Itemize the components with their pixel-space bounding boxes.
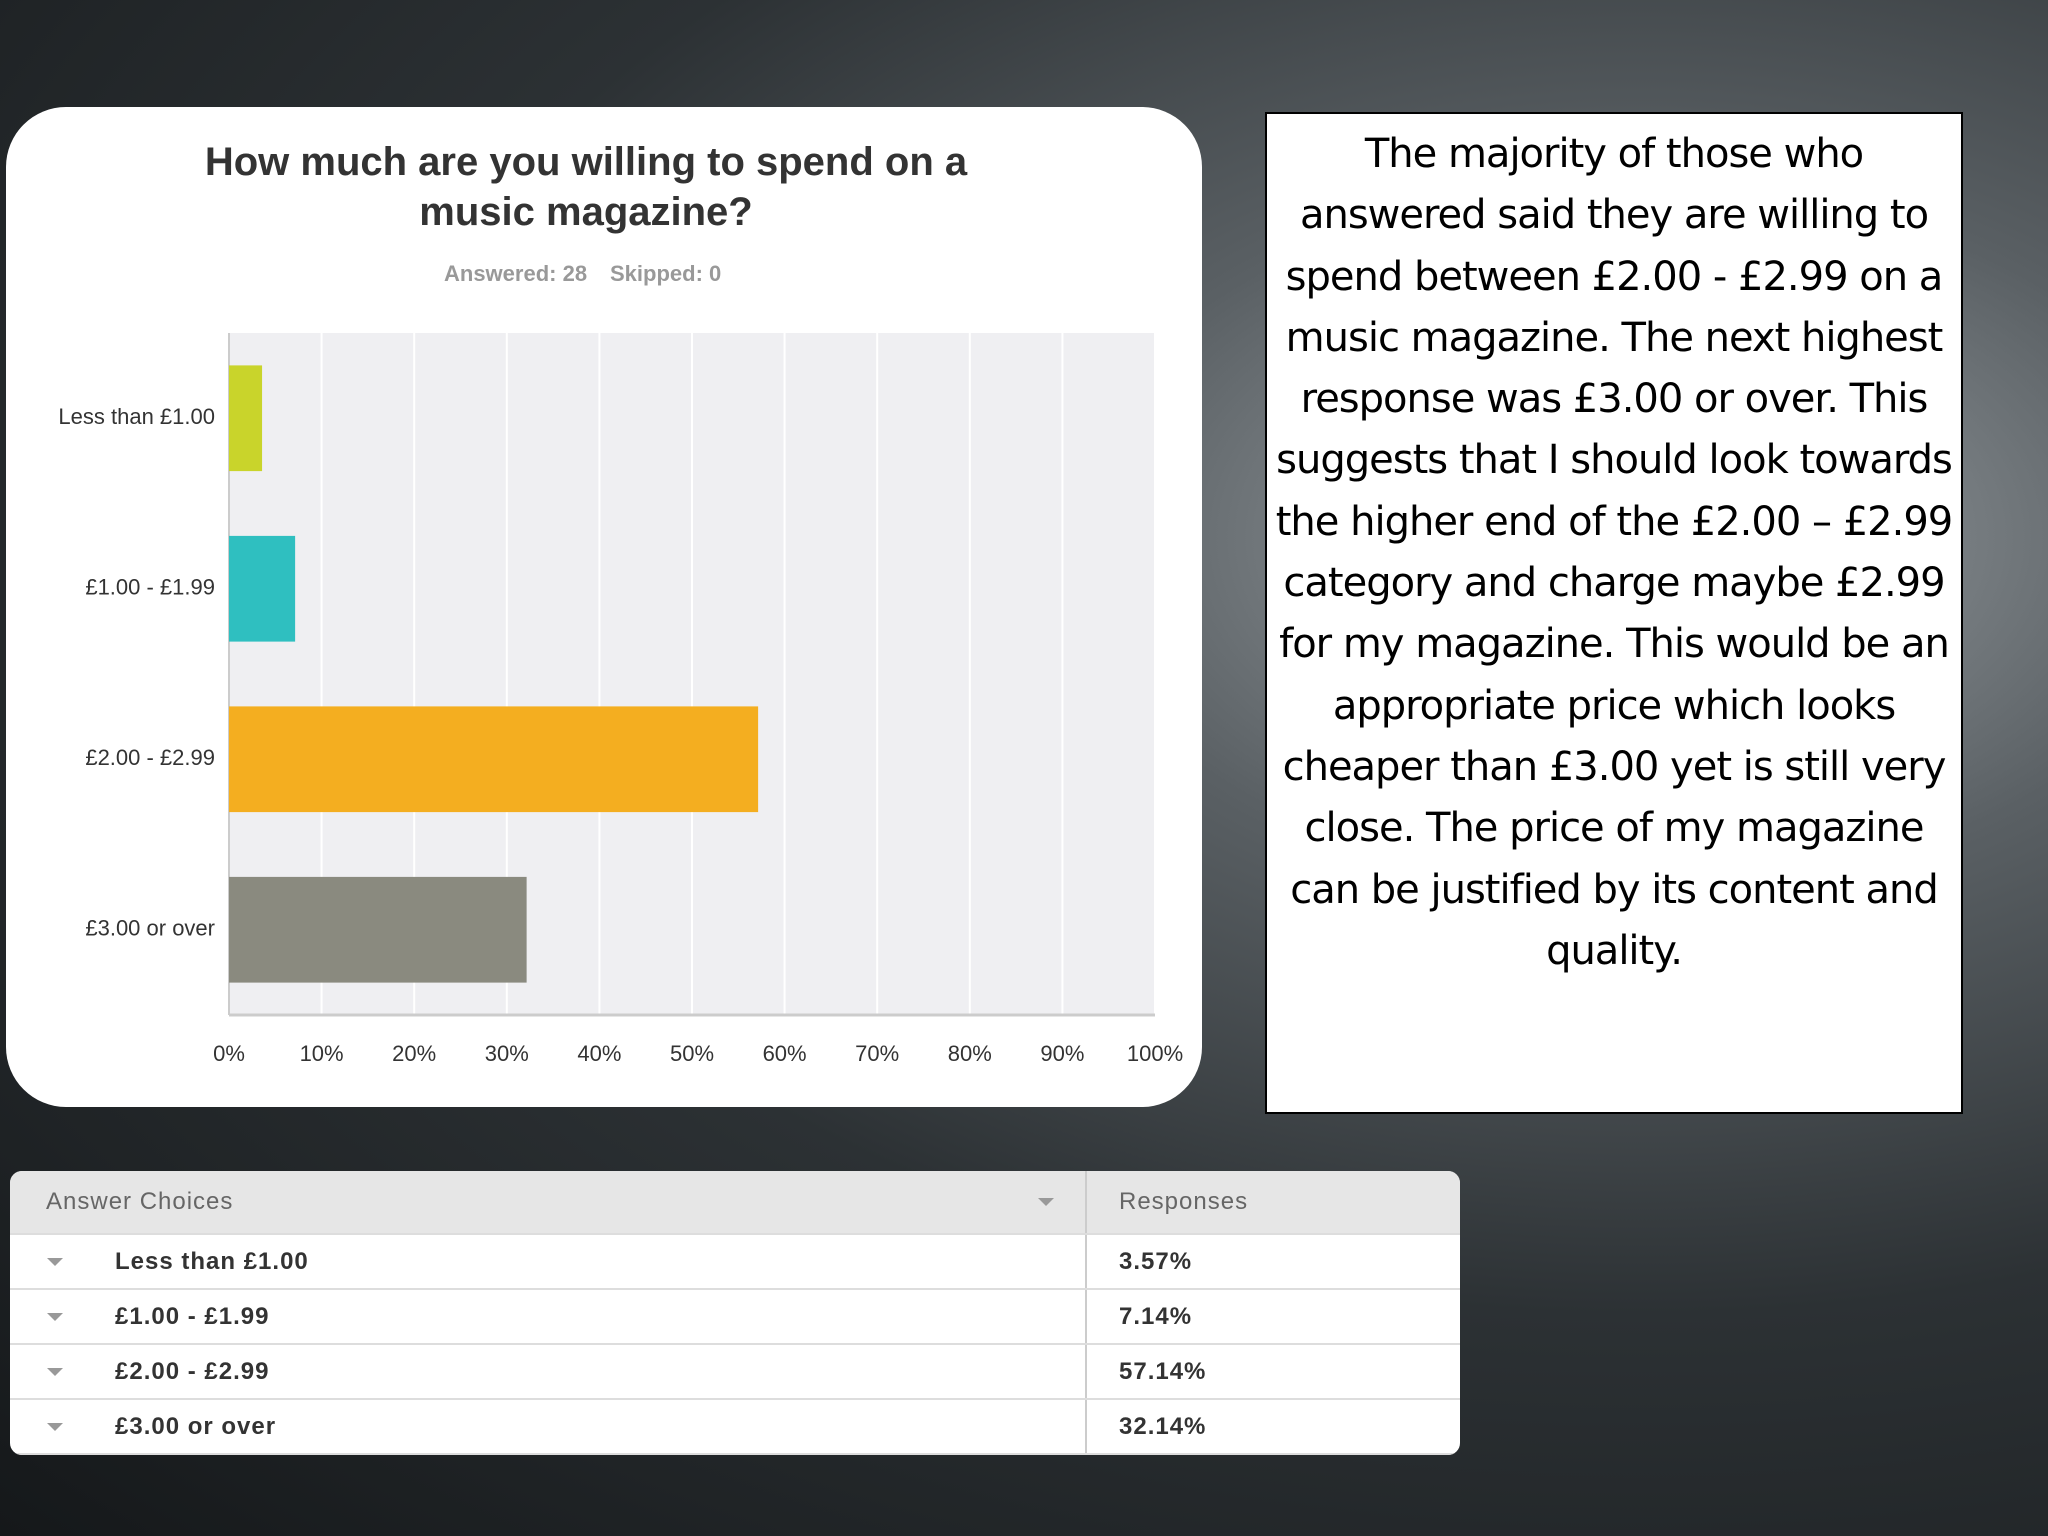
bar: [229, 535, 296, 642]
x-tick-label: 50%: [670, 1041, 714, 1066]
x-tick-label: 60%: [763, 1041, 807, 1066]
x-tick-label: 90%: [1040, 1041, 1084, 1066]
x-tick-label: 40%: [577, 1041, 621, 1066]
chart-title: How much are you willing to spend on a m…: [204, 140, 968, 234]
x-tick-label: 0%: [213, 1041, 245, 1066]
bar: [229, 365, 263, 472]
response-cell: 32.14%: [1085, 1399, 1460, 1455]
chart: Answered: 28 Skipped: 0 0% 10% 20% 30% 40% 50% 6…: [58, 261, 1183, 1066]
answer-cell: £2.00 - £2.99: [10, 1344, 1086, 1400]
chart-card: Answered: 28 Skipped: 0 0% 10% 20% 30% 40% 50% 6…: [6, 107, 1202, 1107]
answer-text: £1.00 - £1.99: [115, 1302, 270, 1330]
text-box: The majority of those who answered said …: [1265, 112, 1963, 1114]
annotation: Answered: 28: [444, 261, 587, 286]
answer-cell: £3.00 or over: [10, 1399, 1086, 1455]
x-tick-label: 30%: [485, 1041, 529, 1066]
dropdown-icon: [1038, 1198, 1054, 1206]
dropdown-icon: [47, 1368, 63, 1377]
y-tick-label: £1.00 - £1.99: [85, 575, 215, 600]
table-header: Answer Choices Responses: [10, 1171, 1460, 1235]
bar: [229, 876, 527, 983]
response-cell: 7.14%: [1085, 1289, 1460, 1345]
table-row: £2.00 - £2.99 57.14%: [10, 1344, 1460, 1400]
bar: [229, 706, 759, 813]
header-cell: Answer Choices: [10, 1171, 1086, 1235]
dropdown-icon: [47, 1313, 63, 1322]
answer-text: £3.00 or over: [115, 1412, 277, 1440]
table-row: £3.00 or over 32.14%: [10, 1399, 1460, 1455]
table-row: Less than £1.00 3.57%: [10, 1234, 1460, 1290]
dropdown-icon: [47, 1258, 63, 1267]
y-tick-label: £2.00 - £2.99: [85, 745, 215, 770]
response-table: Answer Choices Responses Less than £1.00…: [10, 1171, 1460, 1455]
answer-text: Less than £1.00: [115, 1247, 309, 1275]
x-tick-label: 70%: [855, 1041, 899, 1066]
header-cell: Responses: [1085, 1171, 1460, 1235]
y-tick-label: £3.00 or over: [85, 916, 215, 941]
dropdown-icon: [47, 1423, 63, 1432]
answer-cell: Less than £1.00: [10, 1234, 1086, 1290]
x-tick-label: 10%: [300, 1041, 344, 1066]
x-tick-label: 20%: [392, 1041, 436, 1066]
header-text: Answer Choices: [46, 1188, 234, 1215]
x-tick-label: 100%: [1127, 1041, 1183, 1066]
table-row: £1.00 - £1.99 7.14%: [10, 1289, 1460, 1345]
x-tick-label: 80%: [948, 1041, 992, 1066]
response-cell: 3.57%: [1085, 1234, 1460, 1290]
answer-cell: £1.00 - £1.99: [10, 1289, 1086, 1345]
y-tick-label: Less than £1.00: [58, 404, 215, 429]
annotation: Skipped: 0: [610, 261, 721, 286]
answer-text: £2.00 - £2.99: [115, 1357, 270, 1385]
response-cell: 57.14%: [1085, 1344, 1460, 1400]
